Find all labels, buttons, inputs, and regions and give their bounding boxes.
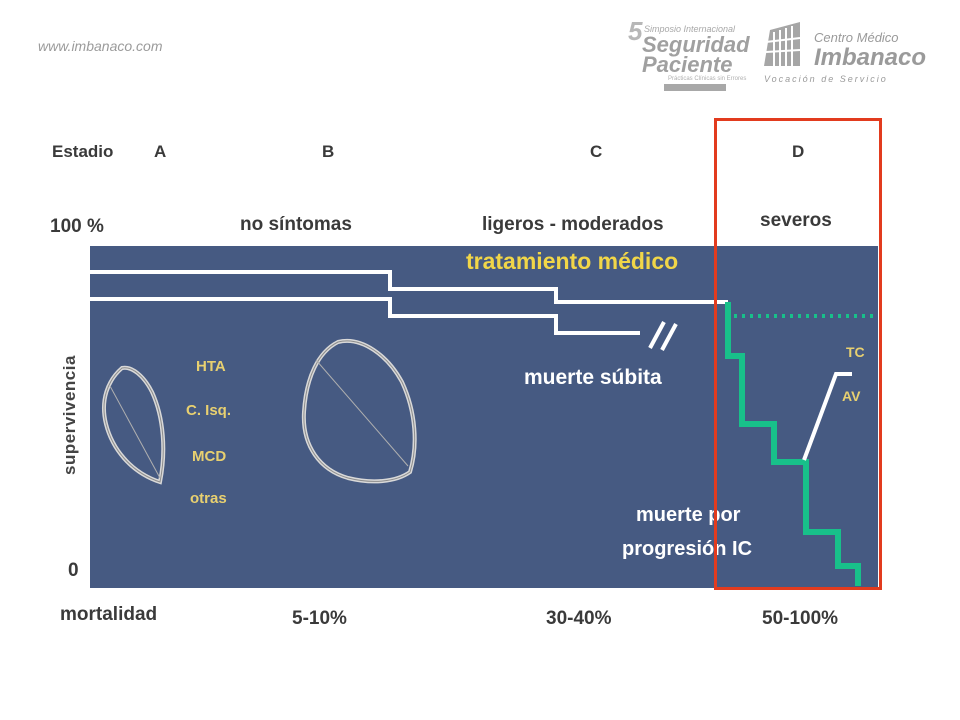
risk-factor-3: MCD (192, 448, 227, 465)
symposium-logo: 5 Simposio Internacional Seguridad Pacie… (628, 14, 750, 91)
imbanaco-building-icon (764, 22, 801, 66)
stage-d-highlight-box (714, 118, 882, 590)
progression-line (725, 302, 861, 586)
imbanaco-logo: Centro Médico Imbanaco Vocación de Servi… (760, 18, 926, 90)
survival-line-1 (90, 270, 728, 304)
symptoms-d: severos (760, 210, 832, 231)
stage-d: D (792, 142, 805, 161)
risk-factor-4: otras (190, 490, 227, 507)
sudden-death-break-1 (648, 321, 666, 349)
large-heart-shape (301, 338, 417, 484)
mortality-d: 50-100% (762, 608, 839, 629)
symposium-date-bar (664, 84, 726, 91)
progression-death-label-2: progresión IC (622, 538, 753, 560)
symposium-line3: Paciente (642, 52, 733, 77)
imbanaco-tagline: Vocación de Servicio (764, 74, 888, 84)
imbanaco-name1: Centro Médico (814, 30, 899, 45)
symptoms-b: no síntomas (240, 214, 352, 235)
symposium-line4: Prácticas Clínicas sin Errores (668, 76, 747, 82)
symposium-line2: Seguridad (642, 32, 750, 57)
y-axis-bottom: 0 (68, 560, 79, 581)
sudden-death-label: muerte súbita (524, 366, 662, 389)
risk-factor-1: HTA (196, 358, 226, 375)
survival-line-2 (90, 297, 640, 335)
tc-av-line (802, 372, 852, 461)
tc-label: TC (846, 344, 865, 360)
imbanaco-name2: Imbanaco (814, 44, 927, 71)
mortality-b: 5-10% (292, 608, 347, 629)
risk-factor-2: C. Isq. (186, 402, 232, 419)
symptoms-c: ligeros - moderados (482, 214, 664, 235)
mortality-c: 30-40% (546, 608, 612, 629)
sudden-death-break-2 (660, 323, 678, 351)
symposium-line1: Simposio Internacional (644, 24, 736, 34)
stage-c: C (590, 142, 603, 161)
symposium-number: 5 (628, 16, 643, 46)
mortality-label: mortalidad (60, 604, 158, 625)
y-axis-top: 100 % (50, 216, 104, 237)
small-heart-shape (101, 365, 166, 485)
treatment-label: tratamiento médico (466, 248, 679, 274)
survival-panel (90, 246, 878, 588)
av-label: AV (842, 388, 861, 404)
website-url[interactable]: www.imbanaco.com (38, 38, 163, 54)
stage-a: A (154, 142, 167, 161)
stage-b: B (322, 142, 335, 161)
stage-label: Estadio (52, 142, 114, 161)
survival-lines (90, 270, 728, 351)
